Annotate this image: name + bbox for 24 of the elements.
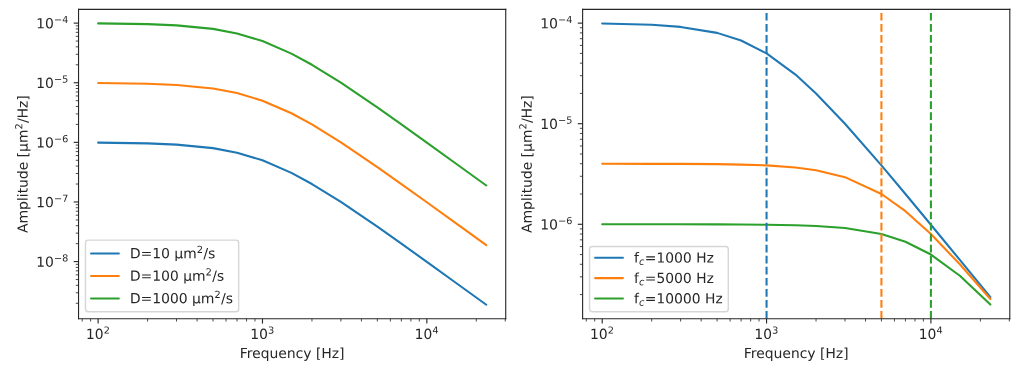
y-tick-label: 10$^{−6}$ <box>37 134 68 148</box>
y-tick-label: 10$^{−8}$ <box>37 254 68 267</box>
y-tick-label: 10$^{−6}$ <box>541 216 572 230</box>
x-axis-title: Frequency [Hz] <box>745 347 848 361</box>
x-tick-label: 10$^{2}$ <box>87 326 109 340</box>
x-axis-title: Frequency [Hz] <box>241 347 344 361</box>
x-tick-label: 10$^{4}$ <box>416 326 439 340</box>
y-tick-label: 10$^{−5}$ <box>37 75 68 89</box>
legend-label: D=10 μm$^{2}$/s <box>131 245 215 262</box>
legend-label: f$_{c}$=5000 Hz <box>634 272 714 286</box>
y-tick-label: 10$^{−4}$ <box>37 15 68 29</box>
y-axis-title: Amplitude [μm$^{2}$/Hz] <box>15 96 31 233</box>
y-tick-label: 10$^{−5}$ <box>541 116 572 130</box>
x-tick-label: 10$^{3}$ <box>251 326 274 340</box>
x-tick-label: 10$^{4}$ <box>920 326 943 340</box>
y-tick-label: 10$^{−7}$ <box>37 194 68 208</box>
legend-label: D=100 μm$^{2}$/s <box>131 268 224 284</box>
x-tick-label: 10$^{2}$ <box>591 326 613 340</box>
legend-label: D=1000 μm$^{2}$/s <box>131 290 233 307</box>
y-axis-title: Amplitude [μm$^{2}$/Hz] <box>519 96 535 233</box>
legend-label: f$_{c}$=1000 Hz <box>634 252 714 265</box>
y-tick-label: 10$^{−4}$ <box>541 15 572 29</box>
x-tick-label: 10$^{3}$ <box>755 326 778 340</box>
legend-label: f$_{c}$=10000 Hz <box>634 292 723 306</box>
